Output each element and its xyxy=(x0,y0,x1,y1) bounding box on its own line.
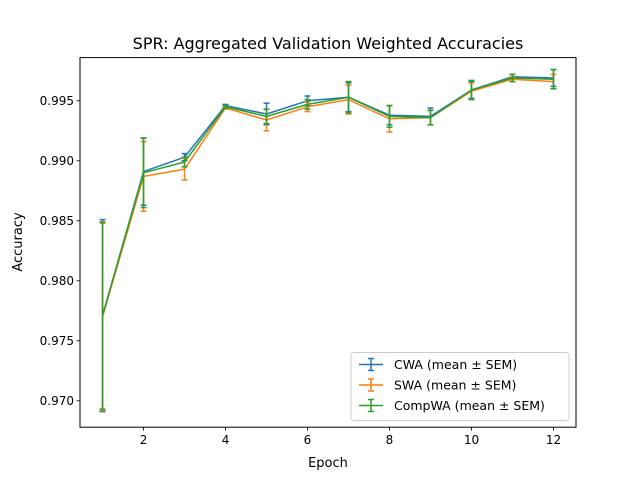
plot-frame xyxy=(79,57,577,428)
plot-marks xyxy=(99,68,557,413)
x-tick-label: 2 xyxy=(140,433,148,447)
y-axis-ticks: 0.970 0.975 0.980 0.985 0.990 0.995 xyxy=(40,94,80,408)
x-axis-ticks: 2 4 6 8 10 12 xyxy=(140,427,561,447)
x-tick-label: 4 xyxy=(222,433,230,447)
series-2-group xyxy=(99,68,557,410)
y-tick-label: 0.975 xyxy=(40,334,74,348)
x-tick-label: 10 xyxy=(464,433,479,447)
x-tick-label: 12 xyxy=(546,433,561,447)
legend-label: SWA (mean ± SEM) xyxy=(394,378,516,393)
y-tick-label: 0.985 xyxy=(40,214,74,228)
series-line xyxy=(101,77,554,316)
series-line xyxy=(101,78,554,318)
x-tick-label: 8 xyxy=(386,433,394,447)
legend: CWA (mean ± SEM) SWA (mean ± SEM) CompWA (… xyxy=(350,352,570,421)
legend-label: CWA (mean ± SEM) xyxy=(394,357,517,372)
legend-box xyxy=(350,352,570,421)
y-tick-label: 0.990 xyxy=(40,154,74,168)
y-axis-label: Accuracy xyxy=(11,212,26,272)
y-tick-label: 0.970 xyxy=(40,394,74,408)
y-tick-label: 0.995 xyxy=(40,94,74,108)
chart-title: SPR: Aggregated Validation Weighted Accu… xyxy=(133,34,524,53)
x-tick-label: 6 xyxy=(304,433,312,447)
y-tick-label: 0.980 xyxy=(40,274,74,288)
x-axis-label: Epoch xyxy=(308,456,348,471)
legend-label: CompWA (mean ± SEM) xyxy=(394,398,545,413)
